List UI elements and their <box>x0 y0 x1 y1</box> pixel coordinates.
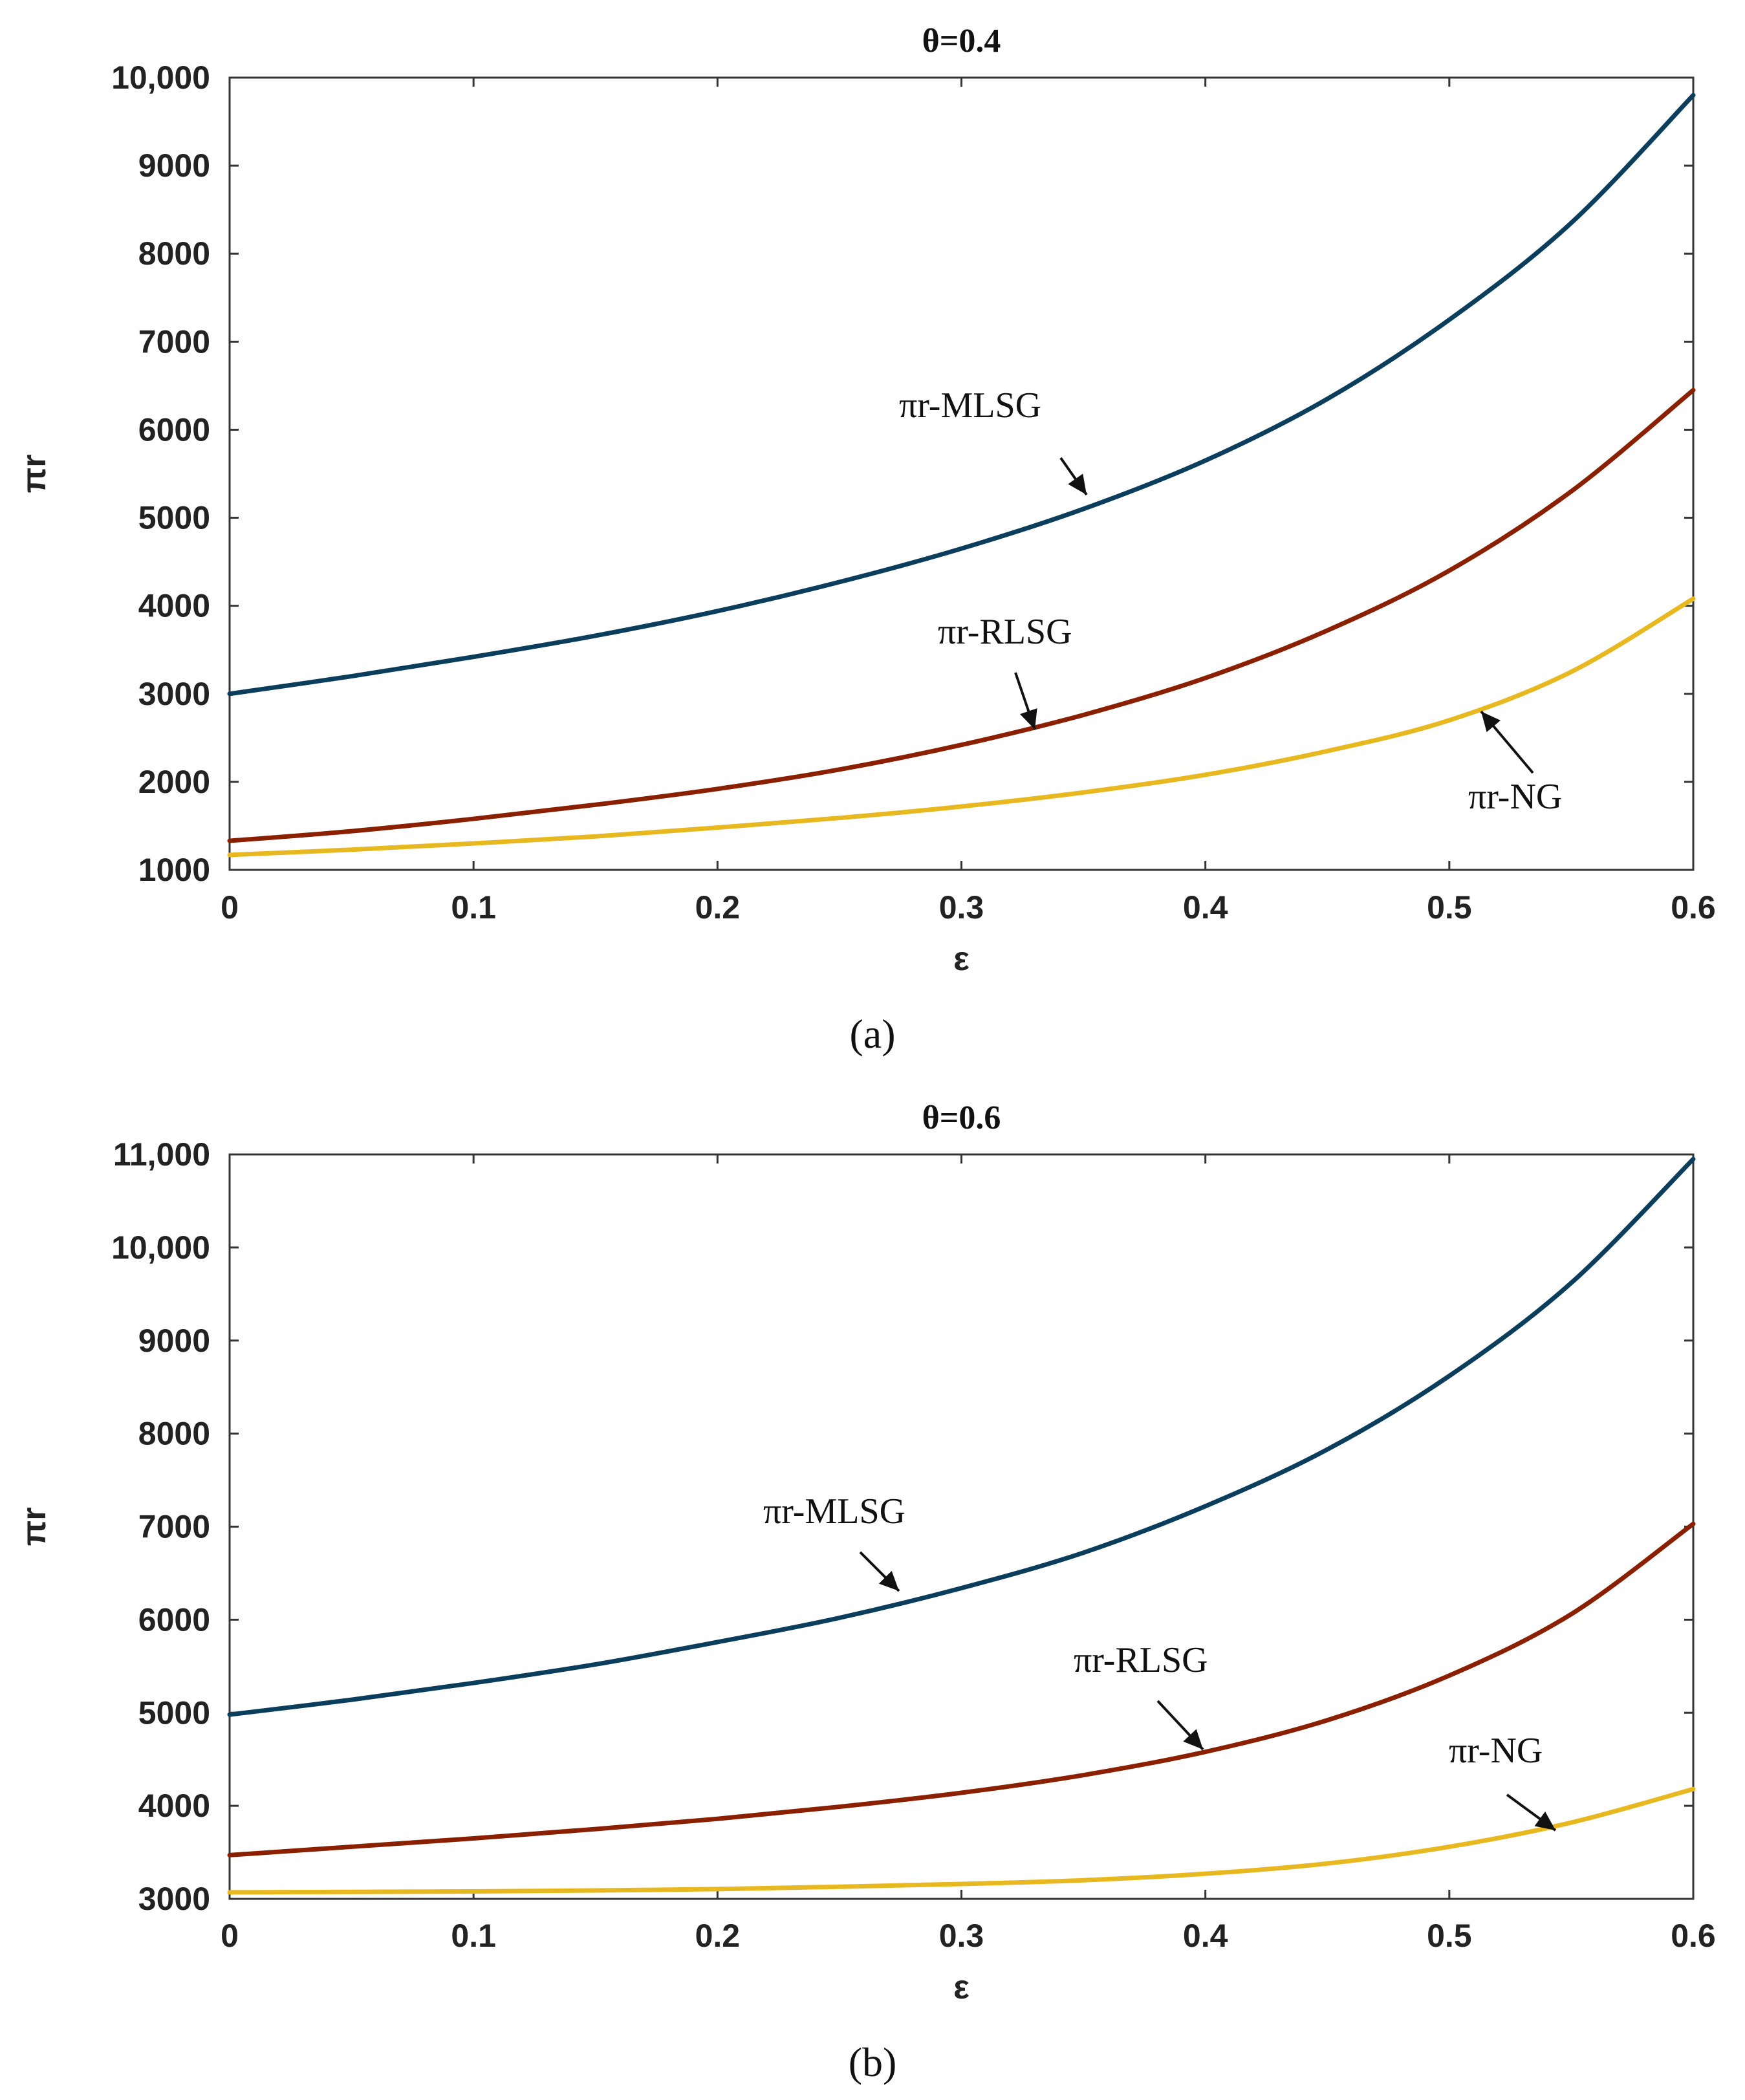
x-tick-label-a: 0.4 <box>1183 889 1228 926</box>
annotation-mlsg-b: πr-MLSG <box>763 1491 905 1532</box>
x-axis-label-b: ε <box>953 1969 970 2006</box>
caption-b: (b) <box>849 2039 897 2085</box>
y-tick-label-b: 4000 <box>138 1788 210 1824</box>
x-tick-label-a: 0 <box>221 889 239 926</box>
y-tick-label-b: 11,000 <box>113 1136 210 1173</box>
annotation-rlsg-a: πr-RLSG <box>938 612 1072 652</box>
annotation-arrowhead-ng-b <box>1534 1811 1555 1830</box>
y-axis-label-a: πr <box>16 454 53 493</box>
x-tick-label-b: 0.4 <box>1183 1918 1228 1954</box>
annotation-mlsg-a: πr-MLSG <box>899 385 1041 426</box>
x-tick-label-b: 0.6 <box>1671 1918 1716 1954</box>
y-tick-label-a: 5000 <box>138 500 210 536</box>
annotation-ng-a: πr-NG <box>1468 777 1562 817</box>
annotation-rlsg-b: πr-RLSG <box>1074 1640 1208 1680</box>
annotation-arrowhead-ng-a <box>1481 711 1501 732</box>
series-line-mlsg-b <box>227 1156 1696 1717</box>
plot-frame-a <box>228 76 1695 871</box>
y-tick-label-a: 6000 <box>138 411 210 448</box>
x-tick-label-b: 0 <box>221 1918 239 1954</box>
x-tick-label-a: 0.2 <box>695 889 741 926</box>
plot-frame-b <box>228 1153 1695 1900</box>
y-axis-label-b: πr <box>16 1507 53 1546</box>
x-axis-label-a: ε <box>953 940 970 978</box>
x-tick-label-a: 0.3 <box>939 889 984 926</box>
series-line-mlsg-a <box>227 92 1696 697</box>
x-tick-label-b: 0.3 <box>939 1918 984 1954</box>
annotation-arrowhead-mlsg-a <box>1068 473 1087 495</box>
y-tick-label-b: 7000 <box>138 1509 210 1545</box>
y-tick-label-b: 6000 <box>138 1601 210 1638</box>
y-tick-label-a: 3000 <box>138 676 210 712</box>
series-line-rlsg-b <box>227 1521 1696 1857</box>
y-tick-label-a: 10,000 <box>111 60 210 96</box>
y-tick-label-b: 10,000 <box>111 1229 210 1266</box>
chart-title-b: θ=0.6 <box>922 1099 1001 1136</box>
annotation-arrowhead-rlsg-b <box>1183 1729 1203 1749</box>
y-tick-label-a: 7000 <box>138 323 210 360</box>
series-line-rlsg-a <box>227 387 1696 843</box>
x-tick-label-a: 0.1 <box>451 889 496 926</box>
x-tick-label-b: 0.1 <box>451 1918 496 1954</box>
caption-a: (a) <box>849 1011 895 1057</box>
annotation-arrowhead-rlsg-a <box>1020 708 1037 730</box>
y-tick-label-b: 3000 <box>138 1881 210 1917</box>
y-tick-label-a: 1000 <box>138 852 210 888</box>
y-tick-label-a: 8000 <box>138 235 210 272</box>
series-line-ng-a <box>227 596 1696 858</box>
x-tick-label-a: 0.5 <box>1427 889 1472 926</box>
y-tick-label-b: 8000 <box>138 1416 210 1452</box>
series-line-ng-b <box>227 1786 1696 1895</box>
annotation-arrowhead-mlsg-b <box>878 1570 899 1591</box>
x-tick-label-a: 0.6 <box>1671 889 1716 926</box>
y-tick-label-b: 5000 <box>138 1694 210 1731</box>
y-tick-label-b: 9000 <box>138 1323 210 1359</box>
y-tick-label-a: 9000 <box>138 147 210 184</box>
x-tick-label-b: 0.2 <box>695 1918 741 1954</box>
chart-title-a: θ=0.4 <box>922 23 1001 60</box>
y-tick-label-a: 2000 <box>138 764 210 800</box>
annotation-ng-b: πr-NG <box>1449 1731 1543 1771</box>
y-tick-label-a: 4000 <box>138 588 210 624</box>
x-tick-label-b: 0.5 <box>1427 1918 1472 1954</box>
